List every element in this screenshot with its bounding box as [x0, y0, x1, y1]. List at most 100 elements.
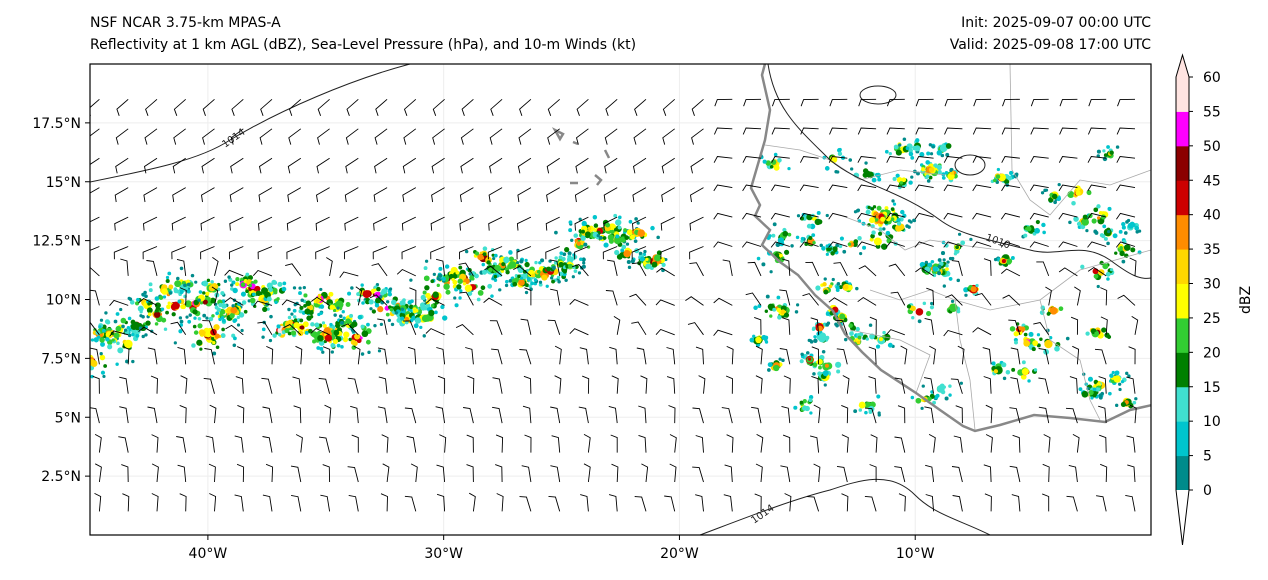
- reflectivity-cell: [183, 283, 187, 288]
- wind-barb: [925, 494, 935, 512]
- reflectivity-cell: [814, 218, 822, 226]
- reflectivity-cell: [272, 333, 277, 338]
- reflectivity-cell: [428, 309, 435, 317]
- wind-barb: [170, 321, 187, 336]
- reflectivity-cell: [936, 150, 943, 156]
- wind-barb: [972, 241, 992, 248]
- reflectivity-cell: [568, 220, 573, 225]
- wind-barb: [173, 128, 186, 145]
- wind-barb: [604, 128, 618, 145]
- isobars: [90, 64, 1151, 535]
- reflectivity-cell: [919, 151, 925, 158]
- reflectivity-cell: [161, 317, 167, 323]
- wind-barb: [943, 241, 963, 248]
- reflectivity-cell: [615, 234, 620, 239]
- wind-barb: [571, 263, 589, 277]
- reflectivity-cell: [90, 358, 95, 366]
- wind-barb: [516, 246, 532, 260]
- wind-barb: [1127, 464, 1136, 483]
- wind-barb: [259, 128, 273, 145]
- wind-barb: [1129, 257, 1137, 276]
- wind-barb: [985, 404, 993, 424]
- wind-barb: [1074, 286, 1081, 306]
- reflectivity-cell: [1057, 182, 1061, 187]
- wind-barb: [1011, 494, 1021, 512]
- wind-barb: [857, 241, 877, 248]
- reflectivity-cell: [898, 143, 902, 147]
- wind-barb: [1058, 156, 1078, 163]
- wind-barb: [799, 184, 819, 192]
- reflectivity-cell: [299, 318, 304, 323]
- wind-barb: [809, 435, 820, 453]
- reflectivity-cell: [950, 299, 955, 303]
- wind-barb: [640, 375, 648, 394]
- wind-barb: [698, 375, 706, 394]
- wind-barb: [914, 241, 934, 248]
- wind-barb: [144, 128, 158, 145]
- wind-barb: [858, 98, 877, 107]
- wind-barb: [200, 216, 215, 231]
- wind-barb: [636, 347, 647, 365]
- reflectivity-cell: [761, 262, 766, 267]
- reflectivity-cell: [875, 344, 881, 349]
- reflectivity-cell: [154, 302, 161, 309]
- wind-barb: [230, 157, 244, 174]
- isobar-label-1014-south: 1014: [749, 503, 776, 527]
- wind-barb: [810, 317, 820, 335]
- reflectivity-cell: [882, 227, 886, 231]
- wind-barb: [771, 127, 790, 135]
- reflectivity-cell: [878, 227, 883, 232]
- reflectivity-cell: [498, 273, 503, 277]
- wind-barb: [286, 216, 301, 231]
- reflectivity-cell: [853, 210, 858, 214]
- reflectivity-cell: [328, 291, 334, 297]
- reflectivity-cell: [1081, 390, 1089, 398]
- reflectivity-cell: [1123, 244, 1131, 251]
- wind-barb: [200, 246, 215, 260]
- reflectivity-cell: [830, 251, 835, 256]
- reflectivity-cell: [796, 303, 800, 307]
- coastline: [551, 64, 1151, 433]
- wind-barb: [458, 262, 474, 277]
- wind-barb: [695, 346, 704, 365]
- reflectivity-cell: [187, 319, 192, 324]
- reflectivity-cell: [1068, 220, 1072, 225]
- reflectivity-cell: [350, 339, 357, 345]
- wind-barb: [576, 98, 589, 116]
- colorbar-segment: [1176, 111, 1189, 147]
- reflectivity-cell: [1100, 391, 1105, 396]
- reflectivity-cell: [197, 317, 202, 321]
- reflectivity-cell: [1106, 241, 1110, 246]
- reflectivity-cell: [205, 316, 209, 320]
- wind-barb: [90, 157, 100, 165]
- reflectivity-cell: [193, 299, 199, 306]
- reflectivity-cell: [236, 323, 241, 327]
- reflectivity-cell: [422, 334, 426, 338]
- reflectivity-cell: [896, 221, 902, 226]
- reflectivity-cell: [336, 306, 340, 310]
- reflectivity-cell: [917, 319, 922, 324]
- wind-barb: [955, 405, 963, 424]
- wind-barb: [829, 127, 848, 135]
- reflectivity-cell: [887, 342, 893, 348]
- reflectivity-cell: [192, 324, 197, 329]
- wind-barb: [857, 156, 877, 163]
- reflectivity-cell: [235, 277, 240, 282]
- reflectivity-cell: [116, 341, 120, 346]
- reflectivity-cell: [206, 278, 211, 283]
- reflectivity-cell: [467, 291, 473, 297]
- reflectivity-cell: [581, 257, 586, 262]
- reflectivity-cell: [104, 311, 108, 315]
- reflectivity-cell: [764, 309, 769, 313]
- reflectivity-cell: [400, 316, 405, 321]
- reflectivity-cell: [902, 137, 907, 142]
- reflectivity-cell: [920, 406, 924, 410]
- reflectivity-cell: [179, 266, 184, 271]
- wind-barb: [983, 376, 992, 394]
- wind-barb: [172, 187, 186, 203]
- reflectivity-cell: [113, 332, 120, 339]
- reflectivity-cell: [1007, 258, 1013, 264]
- reflectivity-cell: [610, 229, 615, 234]
- wind-barb: [631, 246, 647, 260]
- reflectivity-cell: [241, 300, 247, 305]
